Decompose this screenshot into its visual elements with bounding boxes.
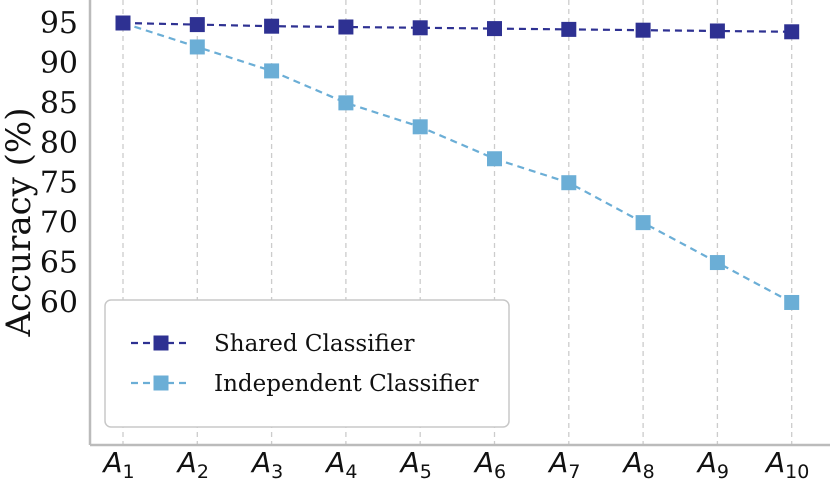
series-line xyxy=(122,21,793,304)
legend-marker xyxy=(153,375,169,391)
data-point xyxy=(264,18,280,34)
data-point xyxy=(338,95,354,111)
axes xyxy=(88,0,830,447)
data-point xyxy=(487,21,502,37)
y-tick-label: 75 xyxy=(40,166,78,201)
legend: Shared Classifier Independent Classifier xyxy=(104,299,510,428)
x-tick-labels: A1 A2 A3 A4 A5 A6 A7 A8 A9 A10 xyxy=(101,446,809,482)
x-tick-label: A10 xyxy=(764,446,809,482)
x-tick-label: A6 xyxy=(473,446,506,482)
data-point xyxy=(709,23,725,39)
y-tick-label: 70 xyxy=(40,206,78,241)
data-point xyxy=(561,175,577,191)
x-tick-label: A5 xyxy=(399,446,432,482)
data-point xyxy=(784,24,800,40)
data-point xyxy=(635,22,651,38)
x-tick-label: A3 xyxy=(250,446,283,482)
y-tick-label: 80 xyxy=(40,126,78,161)
y-axis-label: Accuracy (%) xyxy=(0,108,39,338)
y-tick-label: 65 xyxy=(40,246,78,281)
x-tick-label: A9 xyxy=(696,446,729,482)
y-tick-label: 60 xyxy=(40,285,78,320)
data-point xyxy=(412,20,428,36)
series-line xyxy=(122,21,792,33)
data-point xyxy=(264,63,280,79)
data-point xyxy=(784,294,800,310)
data-point xyxy=(338,19,354,35)
y-tick-label: 95 xyxy=(40,6,78,41)
legend-label: Independent Classifier xyxy=(214,371,479,397)
data-point xyxy=(561,21,577,37)
data-point xyxy=(189,39,205,55)
x-tick-label: A7 xyxy=(547,446,580,482)
y-tick-label: 85 xyxy=(40,86,78,121)
data-point xyxy=(412,119,428,135)
data-point xyxy=(189,17,205,33)
legend-box xyxy=(104,299,510,428)
x-tick-label: A2 xyxy=(176,446,209,482)
legend-label: Shared Classifier xyxy=(214,331,415,357)
x-tick-label: A8 xyxy=(621,446,654,482)
x-tick-label: A4 xyxy=(324,446,357,482)
y-tick-labels: 60 65 70 75 80 85 90 95 xyxy=(40,6,78,320)
data-point xyxy=(635,215,651,231)
legend-marker xyxy=(153,335,169,351)
data-point xyxy=(115,15,131,31)
series-group xyxy=(115,15,800,310)
data-point xyxy=(709,255,725,271)
data-point xyxy=(487,151,502,167)
y-tick-label: 90 xyxy=(40,46,78,81)
x-tick-label: A1 xyxy=(101,446,134,482)
